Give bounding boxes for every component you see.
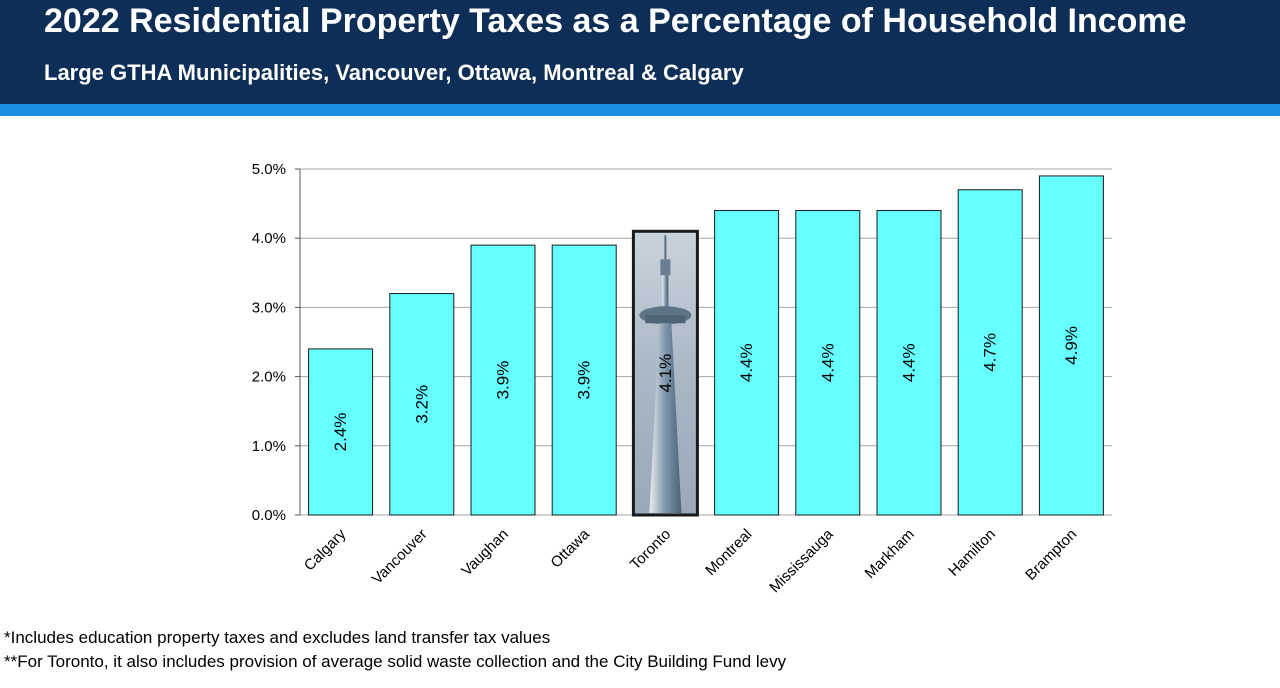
data-label: 4.4% (818, 343, 837, 382)
cn-tower-photo (631, 229, 699, 517)
data-label: 3.2% (412, 385, 431, 424)
page-subtitle: Large GTHA Municipalities, Vancouver, Ot… (44, 60, 744, 85)
y-tick-label: 3.0% (252, 299, 286, 316)
data-label: 4.7% (981, 333, 1000, 372)
data-label: 4.1% (656, 354, 675, 393)
bar (308, 348, 374, 516)
y-tick-label: 0.0% (252, 507, 286, 524)
x-tick-label: Brampton (1022, 526, 1080, 584)
header-banner (0, 0, 1280, 104)
tower-upper-shaft (662, 275, 669, 310)
x-tick-label: Mississauga (766, 525, 837, 596)
tower-lower-shaft (649, 323, 682, 513)
bar (876, 210, 942, 516)
bar (551, 244, 617, 516)
footnote-education: *Includes education property taxes and e… (4, 628, 551, 647)
y-tick-label: 5.0% (252, 161, 286, 178)
bar (795, 210, 861, 516)
x-tick-label: Hamilton (945, 526, 999, 580)
tower-skypod (660, 259, 671, 276)
footnote-toronto: **For Toronto, it also includes provisio… (4, 652, 787, 671)
data-label: 4.4% (900, 343, 919, 382)
bar (1038, 175, 1104, 516)
tower-pod-band (645, 315, 686, 324)
x-tick-label: Montreal (702, 526, 755, 579)
header-accent-stripe (0, 104, 1280, 116)
x-tick-label: Vaughan (458, 526, 512, 580)
bar (389, 293, 455, 516)
data-label: 2.4% (331, 413, 350, 452)
bar (714, 210, 780, 516)
y-tick-label: 1.0% (252, 438, 286, 455)
x-tick-label: Vancouver (369, 526, 431, 588)
data-label: 3.9% (575, 361, 594, 400)
page-title: 2022 Residential Property Taxes as a Per… (44, 2, 1187, 40)
bar (957, 189, 1023, 516)
x-tick-label: Toronto (627, 526, 674, 573)
data-label: 4.4% (737, 343, 756, 382)
bar (470, 244, 536, 516)
data-label: 4.9% (1062, 326, 1081, 365)
y-tick-label: 4.0% (252, 230, 286, 247)
x-tick-label: Markham (862, 526, 918, 582)
x-tick-label: Calgary (301, 525, 350, 574)
data-label: 3.9% (494, 361, 513, 400)
y-tick-label: 2.0% (252, 369, 286, 386)
x-tick-label: Ottawa (547, 525, 593, 571)
